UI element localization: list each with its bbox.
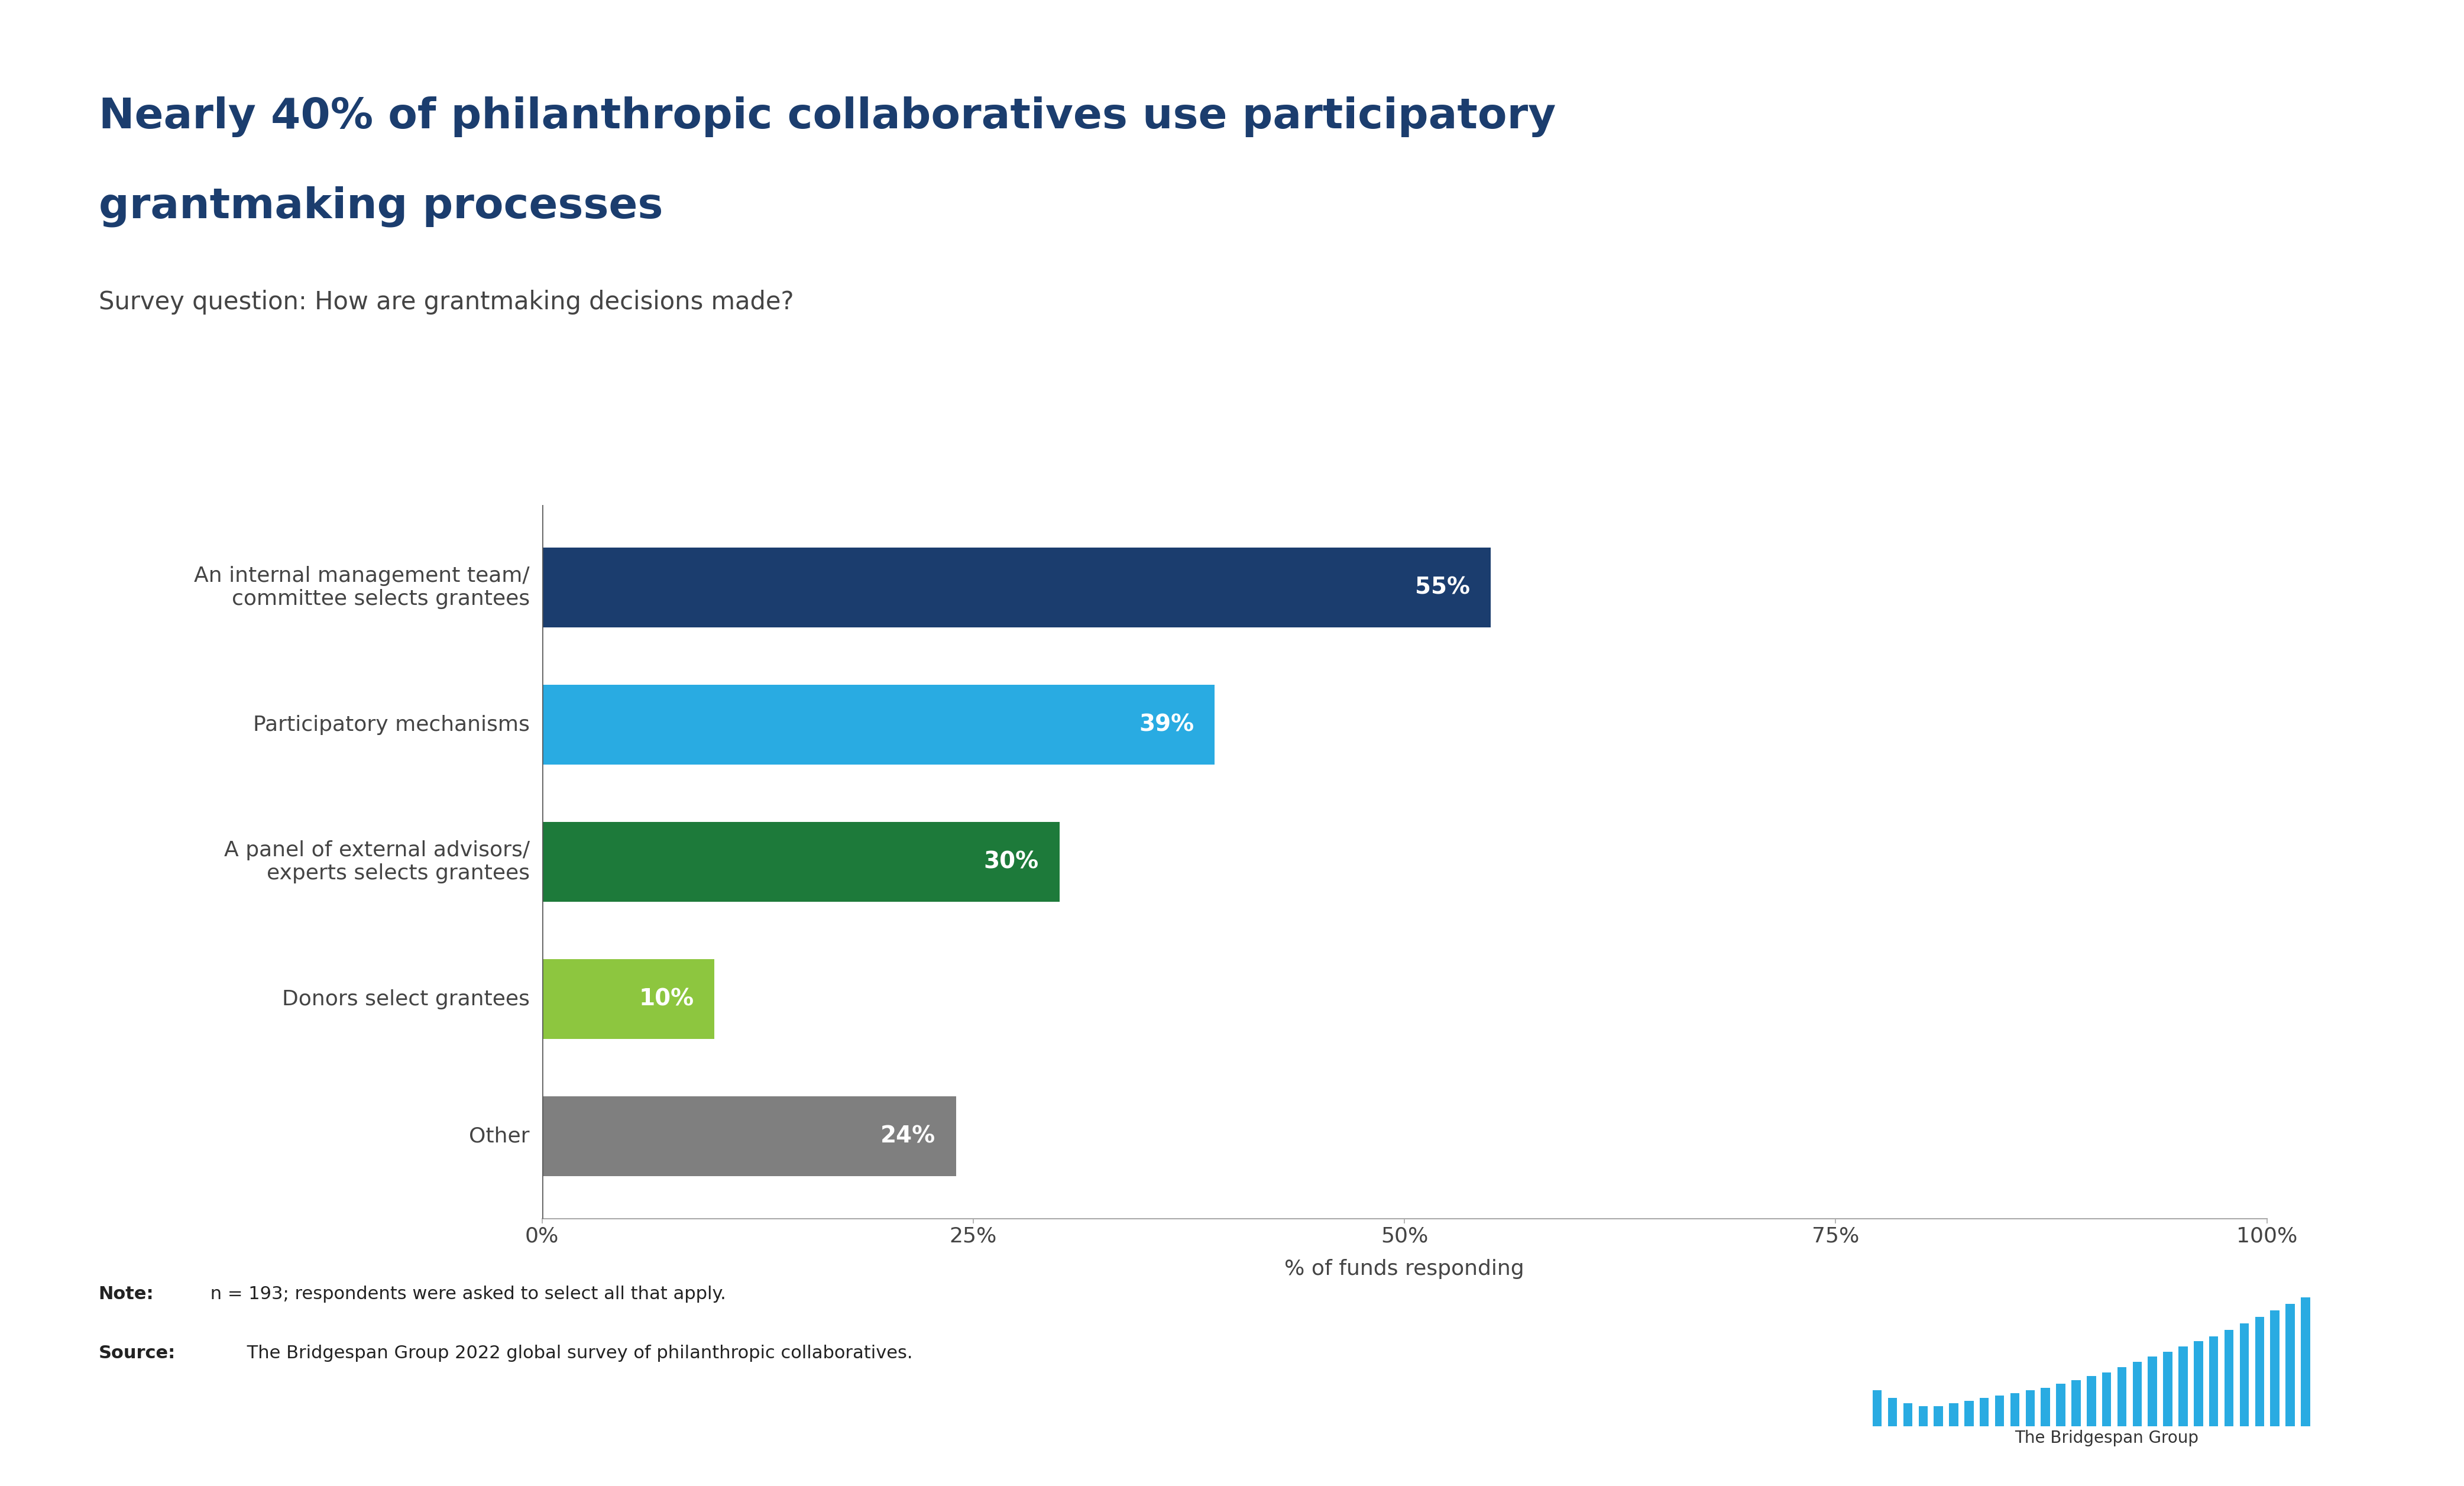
- Bar: [1919, 1406, 1927, 1427]
- Bar: [2269, 1311, 2279, 1427]
- Bar: [542, 822, 1060, 902]
- Bar: [2178, 1346, 2188, 1427]
- Text: The Bridgespan Group: The Bridgespan Group: [2016, 1430, 2198, 1446]
- Text: grantmaking processes: grantmaking processes: [99, 186, 663, 227]
- Bar: [2117, 1367, 2126, 1427]
- Text: Source:: Source:: [99, 1345, 175, 1363]
- Bar: [2149, 1357, 2156, 1427]
- Bar: [1949, 1403, 1959, 1427]
- Bar: [542, 1097, 956, 1175]
- Bar: [2287, 1303, 2294, 1427]
- Text: 24%: 24%: [880, 1125, 936, 1147]
- Bar: [2255, 1317, 2264, 1427]
- Text: Survey question: How are grantmaking decisions made?: Survey question: How are grantmaking dec…: [99, 290, 793, 315]
- Bar: [542, 548, 1491, 627]
- Bar: [542, 960, 715, 1039]
- Bar: [2102, 1372, 2112, 1427]
- Bar: [1873, 1391, 1882, 1427]
- Bar: [1979, 1398, 1988, 1427]
- Bar: [1996, 1395, 2003, 1427]
- Bar: [2163, 1352, 2173, 1427]
- Text: n = 193; respondents were asked to select all that apply.: n = 193; respondents were asked to selec…: [205, 1285, 727, 1303]
- Text: 39%: 39%: [1138, 713, 1195, 736]
- Bar: [2301, 1297, 2311, 1427]
- Bar: [2072, 1380, 2080, 1427]
- Bar: [1902, 1403, 1912, 1427]
- Text: 55%: 55%: [1414, 577, 1471, 599]
- Text: 30%: 30%: [983, 850, 1040, 874]
- X-axis label: % of funds responding: % of funds responding: [1284, 1259, 1525, 1279]
- Bar: [2011, 1392, 2020, 1427]
- Bar: [2040, 1388, 2050, 1427]
- Text: Note:: Note:: [99, 1285, 153, 1303]
- Bar: [1887, 1398, 1897, 1427]
- Bar: [2240, 1323, 2250, 1427]
- Text: 10%: 10%: [638, 988, 695, 1010]
- Bar: [542, 685, 1215, 764]
- Bar: [2055, 1383, 2065, 1427]
- Bar: [2087, 1376, 2097, 1427]
- Bar: [1964, 1401, 1974, 1427]
- Text: Nearly 40% of philanthropic collaboratives use participatory: Nearly 40% of philanthropic collaborativ…: [99, 97, 1555, 137]
- Bar: [2193, 1342, 2203, 1427]
- Bar: [2225, 1330, 2232, 1427]
- Bar: [1934, 1406, 1944, 1427]
- Bar: [2210, 1336, 2218, 1427]
- Text: The Bridgespan Group 2022 global survey of philanthropic collaboratives.: The Bridgespan Group 2022 global survey …: [241, 1345, 912, 1363]
- Bar: [2134, 1363, 2141, 1427]
- Bar: [2025, 1391, 2035, 1427]
